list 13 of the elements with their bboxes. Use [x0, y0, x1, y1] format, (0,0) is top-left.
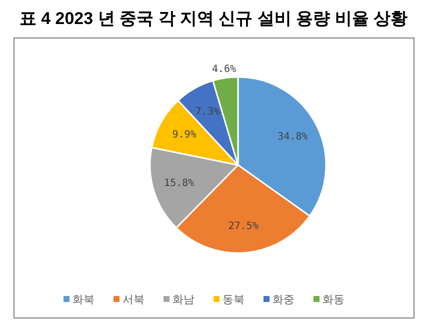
data-label: 9.9%: [172, 130, 196, 141]
legend-label: 화남: [172, 294, 194, 306]
data-label: 15.8%: [164, 178, 194, 189]
data-label: 7.3%: [195, 106, 220, 118]
chart-title: 표 4 2023 년 중국 각 지역 신규 설비 용량 비율 상황: [19, 9, 408, 28]
legend-label: 동북: [222, 294, 244, 306]
legend-label: 화동: [322, 294, 344, 306]
legend-label: 서북: [122, 294, 144, 306]
data-label: 34.8%: [278, 131, 308, 142]
legend-label: 화북: [72, 294, 94, 306]
data-label: 27.5%: [228, 221, 258, 232]
legend-label: 화중: [272, 294, 294, 306]
data-label: 4.6%: [212, 64, 236, 75]
